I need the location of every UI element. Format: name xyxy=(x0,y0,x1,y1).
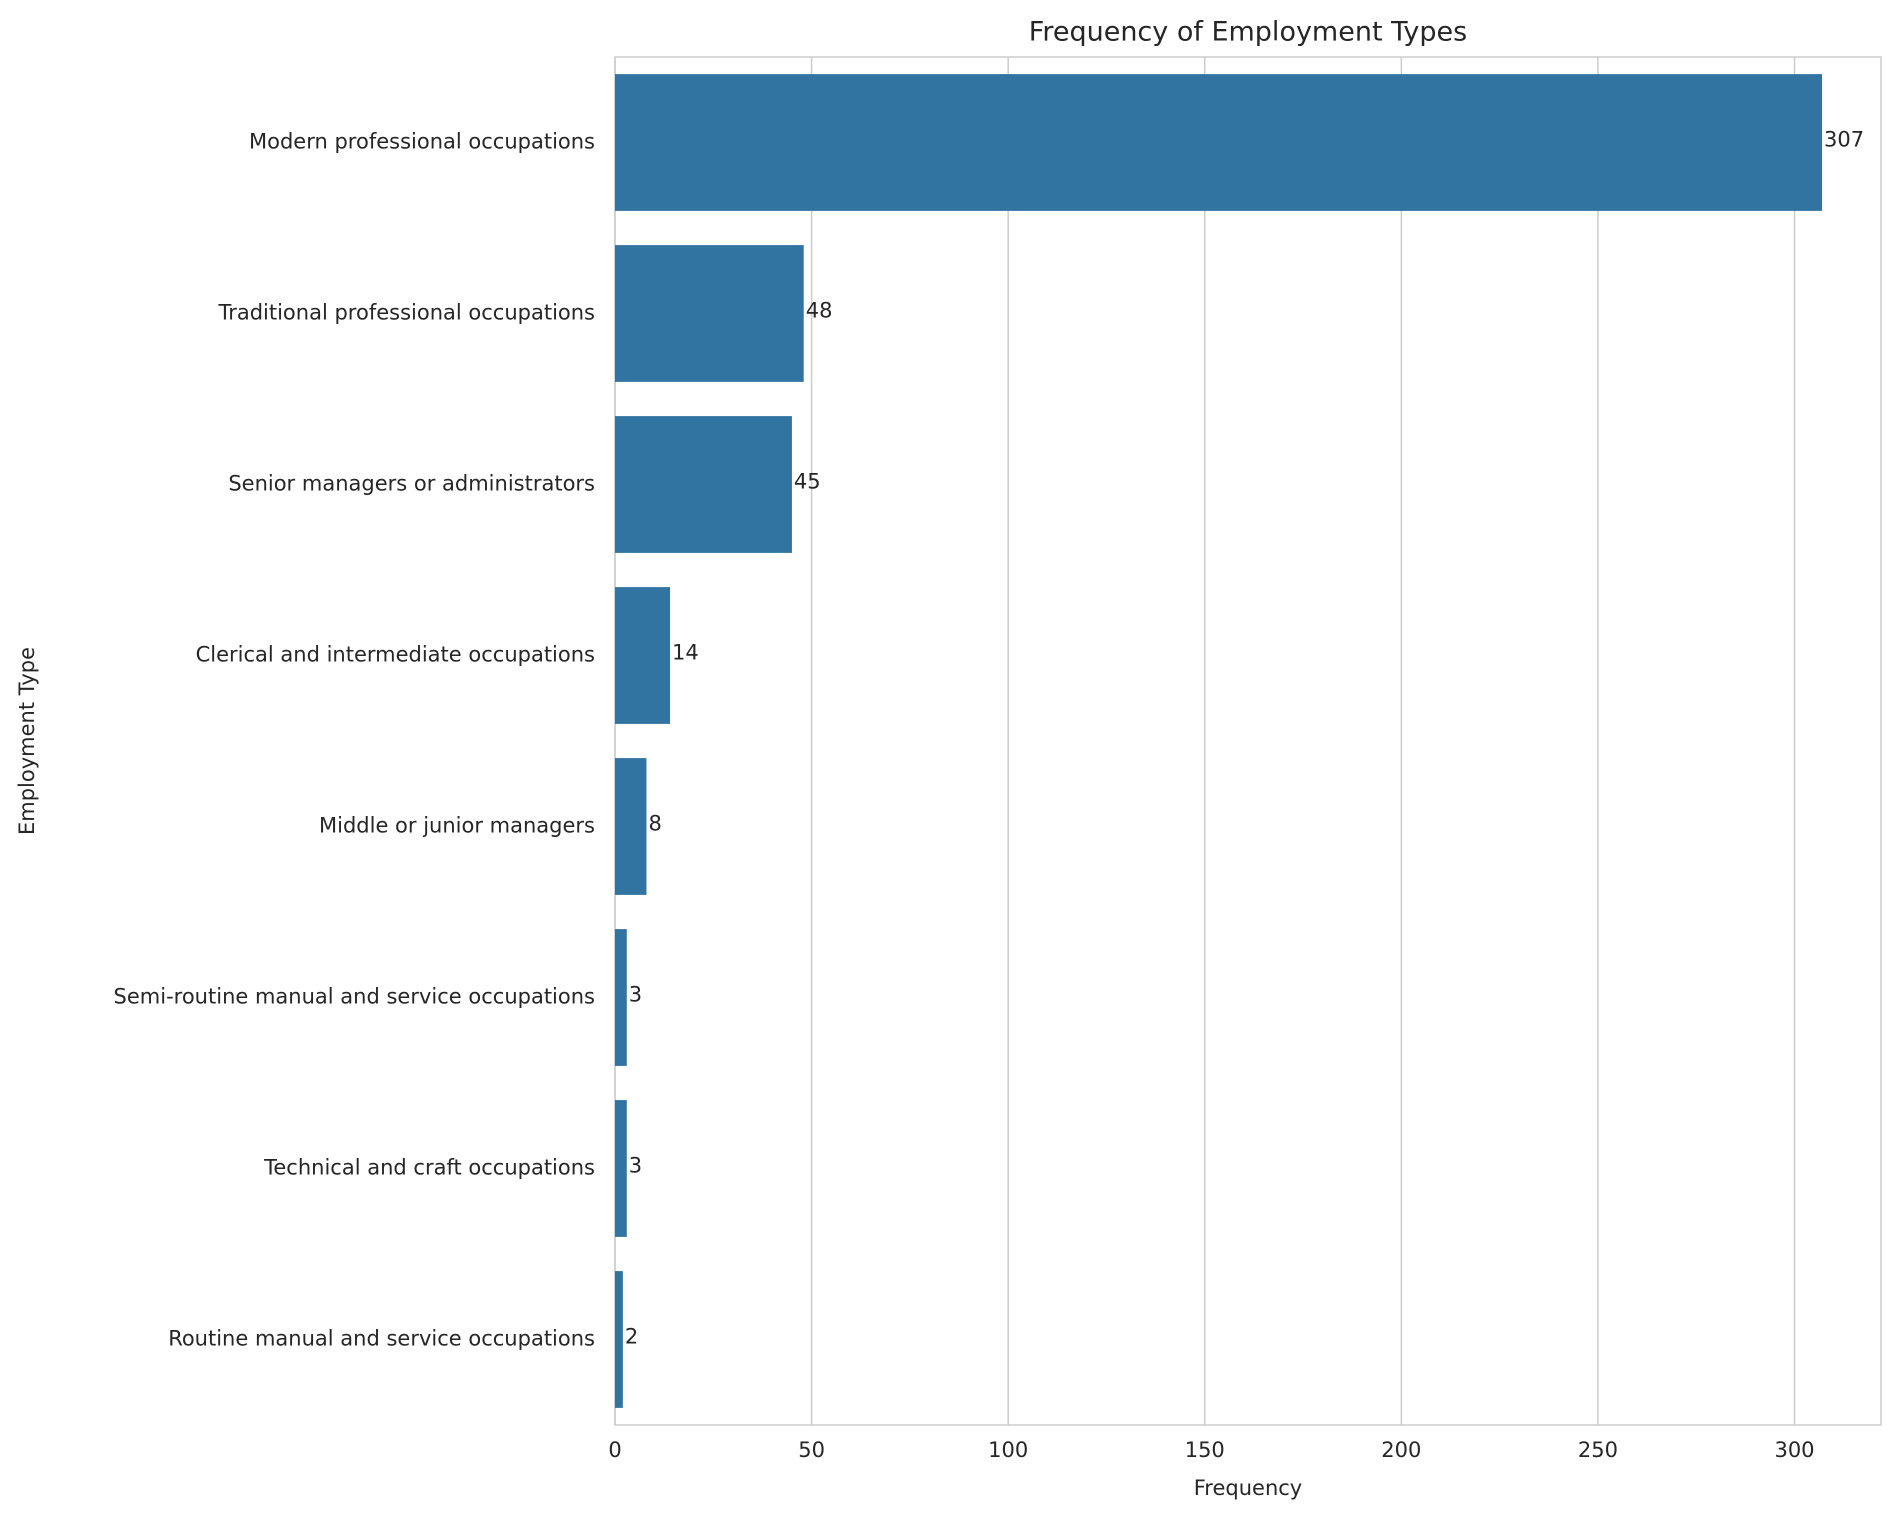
y-tick-label: Senior managers or administrators xyxy=(228,472,595,496)
value-label: 14 xyxy=(672,641,699,665)
x-tick-label: 150 xyxy=(1185,1438,1225,1462)
value-label: 8 xyxy=(648,812,661,836)
x-tick-label: 250 xyxy=(1578,1438,1618,1462)
x-tick-label: 300 xyxy=(1774,1438,1814,1462)
bar xyxy=(615,74,1823,211)
value-label: 307 xyxy=(1824,128,1864,152)
plot-frame xyxy=(614,56,1882,1426)
y-tick-label: Middle or junior managers xyxy=(319,814,595,838)
chart-title: Frequency of Employment Types xyxy=(1029,17,1467,48)
x-tick-label: 100 xyxy=(988,1438,1028,1462)
value-label: 2 xyxy=(625,1325,638,1349)
bar xyxy=(615,758,647,895)
y-tick-label: Traditional professional occupations xyxy=(217,301,595,325)
y-tick-label: Technical and craft occupations xyxy=(263,1156,595,1180)
bar xyxy=(615,245,804,382)
bar xyxy=(615,1271,623,1408)
x-tick-label: 50 xyxy=(798,1438,825,1462)
y-axis-label: Employment Type xyxy=(15,647,39,835)
bar xyxy=(615,929,627,1066)
y-tick-label: Modern professional occupations xyxy=(249,130,595,154)
x-tick-label: 200 xyxy=(1381,1438,1421,1462)
value-label: 48 xyxy=(806,299,833,323)
value-label: 45 xyxy=(794,470,821,494)
bar xyxy=(615,416,792,553)
x-axis-label: Frequency xyxy=(1194,1476,1303,1500)
x-tick-label: 0 xyxy=(608,1438,621,1462)
value-label: 3 xyxy=(629,983,642,1007)
y-tick-label: Semi-routine manual and service occupati… xyxy=(114,985,595,1009)
y-tick-label: Clerical and intermediate occupations xyxy=(196,643,595,667)
bar xyxy=(615,587,671,724)
bar xyxy=(615,1100,627,1237)
value-label: 3 xyxy=(629,1154,642,1178)
y-tick-label: Routine manual and service occupations xyxy=(168,1327,595,1351)
